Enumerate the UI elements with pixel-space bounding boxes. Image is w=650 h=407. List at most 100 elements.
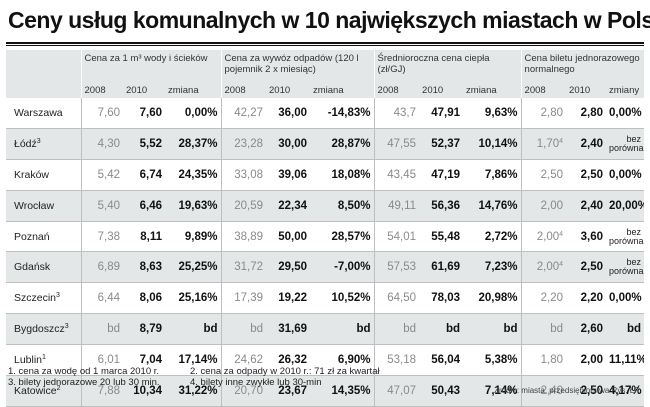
table-row: Łódź3 4,30 5,52 28,37% 23,28 30,00 28,87% 47,55… (6, 128, 645, 160)
city-name: Lublin1 (6, 344, 81, 377)
city-name: Warszawa (6, 98, 81, 129)
ticket-change: 11,11% (606, 344, 645, 377)
heat-change: 9,63% (463, 98, 522, 129)
heat-2010: 78,03 (419, 282, 464, 315)
waste-change: -7,00% (310, 251, 375, 284)
water-2008: 7,88 (80, 375, 123, 407)
water-change: 25,16% (165, 282, 221, 315)
header-groups-row: Cena za 1 m³ wody i ścieków Cena za wywó… (6, 50, 645, 85)
heat-2008: 49,11 (373, 190, 420, 222)
heat-change: 20,98% (463, 282, 522, 315)
waste-2008: 17,39 (220, 282, 266, 315)
waste-2010: 26,32 (266, 344, 310, 377)
ticket-2008: 2,004 (520, 251, 567, 284)
ticket-2010: 2,20 (566, 282, 607, 315)
city-name: Gdańsk (6, 251, 81, 284)
waste-change: bd (310, 313, 375, 346)
year-2010: 2010 (266, 85, 310, 98)
water-change: 25,25% (165, 251, 221, 284)
ticket-change: 0,00% (606, 282, 645, 315)
heat-change: 7,86% (463, 159, 522, 191)
change-label: zmiana (463, 85, 522, 98)
change-label: zmiana (165, 85, 221, 98)
ticket-change: 20,00% (606, 190, 645, 222)
heat-2010: 56,04 (419, 344, 464, 377)
footnote-3: 3. bilety jednorazowe 20 lub 30 min. (8, 377, 160, 388)
ticket-2008: 2,80 (520, 98, 567, 129)
header-ticket: Cena biletu jednorazowego normalnego (520, 50, 645, 85)
water-2008: 5,42 (80, 159, 123, 191)
water-2010: 8,11 (123, 221, 165, 253)
table-body: Warszawa 7,60 7,60 0,00% 42,27 36,00 -14,83% 43… (6, 98, 645, 407)
year-2010: 2010 (566, 85, 607, 98)
year-2008: 2008 (373, 85, 420, 98)
table-row: Bygdoszcz3 bd 8,79 bd bd 31,69 bd bd bd bd bd 2,60 b… (6, 313, 645, 346)
water-2010: 8,79 (123, 313, 165, 346)
heat-change: bd (463, 313, 522, 346)
prices-table: Cena za 1 m³ wody i ścieków Cena za wywó… (6, 50, 645, 407)
ticket-change: bd (606, 313, 645, 346)
heat-2010: bd (419, 313, 464, 346)
page-title: Ceny usług komunalnych w 10 największych… (8, 7, 650, 33)
year-2010: 2010 (123, 85, 165, 98)
heat-2008: 43,45 (373, 159, 420, 191)
heat-2008: 64,50 (373, 282, 420, 315)
water-change: 9,89% (165, 221, 221, 253)
heat-change: 2,72% (463, 221, 522, 253)
header-blank (6, 85, 81, 98)
ticket-2010: 2,60 (566, 313, 607, 346)
ticket-2010: 3,60 (566, 221, 607, 253)
heat-2008: 54,01 (373, 221, 420, 253)
water-2008: 6,89 (80, 251, 123, 284)
heat-change: 5,38% (463, 344, 522, 377)
waste-change: 6,90% (310, 344, 375, 377)
ticket-2008: 2,00 (520, 190, 567, 222)
ticket-2008: 1,80 (520, 344, 567, 377)
waste-change: 8,50% (310, 190, 375, 222)
waste-2010: 23,67 (266, 375, 310, 407)
city-name: Szczecin3 (6, 282, 81, 315)
city-name: Bygdoszcz3 (6, 313, 81, 346)
waste-2010: 31,69 (266, 313, 310, 346)
table-row: Gdańsk 6,89 8,63 25,25% 31,72 29,50 -7,00% 57,5… (6, 251, 645, 284)
heat-2010: 61,69 (419, 251, 464, 284)
heat-2008: 57,53 (373, 251, 420, 284)
ticket-2008: 1,704 (520, 128, 567, 160)
ticket-2008: 2,20 (520, 282, 567, 315)
water-change: bd (165, 313, 221, 346)
table-row: Warszawa 7,60 7,60 0,00% 42,27 36,00 -14,83% 43… (6, 98, 645, 129)
heat-2010: 52,37 (419, 128, 464, 160)
ticket-2010: 2,50 (566, 375, 607, 407)
table-row: Wrocław 5,40 6,46 19,63% 20,59 22,34 8,50% 49,1… (6, 190, 645, 222)
city-name: Poznań (6, 221, 81, 253)
waste-2008: 38,89 (220, 221, 266, 253)
water-2010: 6,46 (123, 190, 165, 222)
table-row: Szczecin3 6,44 8,06 25,16% 17,39 19,22 10,52% 6… (6, 282, 645, 315)
ticket-2010: 2,00 (566, 344, 607, 377)
source-credit: Źródło: miasta, przedsiębiorstwa Rys. ŁR (494, 386, 640, 395)
title-rule-thin (6, 45, 644, 46)
heat-change: 7,23% (463, 251, 522, 284)
water-2010: 7,04 (123, 344, 165, 377)
ticket-2010: 2,80 (566, 98, 607, 129)
water-change: 19,63% (165, 190, 221, 222)
title-rule (6, 42, 644, 44)
water-2010: 5,52 (123, 128, 165, 160)
city-name: Łódź3 (6, 128, 81, 160)
heat-change: 7,14% (463, 375, 522, 407)
footnote-4: 4. bilety inne zwykłe lub 30-min (190, 377, 322, 388)
table-row: Kraków 5,42 6,74 24,35% 33,08 39,06 18,08% 43,4… (6, 159, 645, 191)
header-heat: Średnioroczna cena ciepła (zł/GJ) (373, 50, 522, 85)
heat-2010: 47,91 (419, 98, 464, 129)
water-2008: 6,01 (80, 344, 123, 377)
waste-change: 28,87% (310, 128, 375, 160)
waste-2010: 50,00 (266, 221, 310, 253)
waste-change: -14,83% (310, 98, 375, 129)
heat-2010: 47,19 (419, 159, 464, 191)
header-waste: Cena za wywóz odpadów (120 l pojemnik 2 … (220, 50, 375, 85)
waste-change: 18,08% (310, 159, 375, 191)
header-years-row: 2008 2010 zmiana 2008 2010 zmiana 2008 2… (6, 85, 645, 98)
heat-2008: bd (373, 313, 420, 346)
table-row: Poznań 7,38 8,11 9,89% 38,89 50,00 28,57% 54,01… (6, 221, 645, 253)
heat-2008: 47,55 (373, 128, 420, 160)
